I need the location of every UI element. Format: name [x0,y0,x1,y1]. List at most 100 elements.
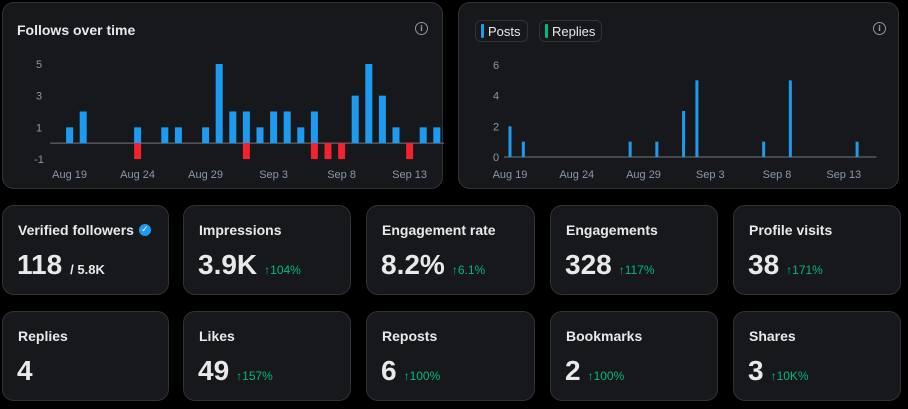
x-tick-label: Aug 19 [52,169,87,181]
stat-label: Profile visits [749,222,833,238]
stat-card-reposts[interactable]: Reposts 6 ↑100% [366,311,535,401]
replies-swatch [545,24,548,38]
follows-chart-card: Follows over time i 5 3 1 -1 Aug 19 Aug 24 Aug… [2,2,444,189]
legend-replies[interactable]: Replies [539,20,603,42]
bar [695,80,699,157]
stat-label: Reposts [382,328,438,344]
stat-card-profile-visits[interactable]: Profile visits 38 ↑171% [733,205,901,295]
stat-change: ↑10K% [771,369,809,383]
posts-chart: 6 4 2 0 Aug 19 Aug 24 Aug 29 Sep 3 Sep 8 Sep 13 [493,60,877,181]
bar [283,111,291,144]
x-tick-label: Sep 8 [763,169,792,181]
legend-label: Replies [552,23,596,39]
bar [351,95,359,144]
stat-row: 2 ↑100% [565,355,624,387]
bar [419,127,427,144]
bar [79,111,87,144]
stat-card-likes[interactable]: Likes 49 ↑157% [183,311,351,401]
bar [134,143,142,159]
stat-label: Likes [199,328,235,344]
stat-row: 4 [17,355,33,387]
bar [521,141,525,157]
stat-value: 2 [565,355,581,386]
bar [508,126,512,157]
stat-value: 328 [565,249,612,280]
up-arrow-icon: ↑ [618,263,625,277]
bar [215,64,223,144]
stat-value: 3 [748,355,764,386]
up-arrow-icon: ↑ [786,263,793,277]
stat-label: Engagement rate [382,222,496,238]
bar [161,127,169,144]
stat-value: 6 [381,355,397,386]
bar [270,111,278,144]
bar [202,127,210,144]
stat-label: Bookmarks [566,328,643,344]
stat-row: 6 ↑100% [381,355,440,387]
bar [855,141,859,157]
stat-label-wrap: Verified followers ✓ [18,222,151,238]
stat-card-verified-followers[interactable]: Verified followers ✓ 118 / 5.8K [2,205,169,295]
stat-card-bookmarks[interactable]: Bookmarks 2 ↑100% [550,311,718,401]
bar [338,143,346,159]
bar [310,111,318,144]
legend-label: Posts [488,23,521,39]
stat-label: Engagements [566,222,658,238]
x-tick-label: Aug 24 [120,169,155,181]
stat-change: ↑171% [786,263,823,277]
x-tick-label: Sep 8 [327,169,356,181]
bar [242,111,250,144]
bar [174,127,182,144]
x-tick-label: Sep 3 [696,169,725,181]
bar [655,141,659,157]
stat-value: 49 [198,355,230,386]
bar [324,143,332,159]
stat-card-impressions[interactable]: Impressions 3.9K ↑104% [183,205,351,295]
y-tick-label: 6 [493,60,499,72]
stat-value: 38 [748,249,780,280]
stat-value: 118 [17,249,63,280]
x-tick-label: Sep 3 [259,169,288,181]
stat-card-replies[interactable]: Replies 4 [2,311,169,401]
stat-change-value: 171% [792,263,823,277]
bar [682,111,686,157]
posts-swatch [481,24,484,38]
stat-change: ↑100% [588,369,625,383]
stat-card-shares[interactable]: Shares 3 ↑10K% [733,311,901,401]
bar [134,127,142,144]
info-icon[interactable]: i [415,22,428,35]
bar [628,141,632,157]
bar [378,95,386,144]
x-tick-label: Aug 29 [188,169,223,181]
bar [310,143,318,159]
verified-badge-icon: ✓ [138,224,151,236]
bar [256,127,264,144]
x-tick-label: Aug 29 [626,169,661,181]
stat-label: Verified followers [18,222,134,238]
bar [66,127,74,144]
stat-change: ↑104% [264,263,301,277]
stat-row: 38 ↑171% [748,249,823,281]
info-icon[interactable]: i [873,22,886,35]
stat-row: 3 ↑10K% [748,355,809,387]
bar [365,64,373,144]
stat-card-engagement-rate[interactable]: Engagement rate 8.2% ↑6.1% [366,205,535,295]
stat-card-engagements[interactable]: Engagements 328 ↑117% [550,205,718,295]
bar [762,141,766,157]
up-arrow-icon: ↑ [587,369,594,383]
stat-row: 328 ↑117% [565,249,655,281]
stat-change-value: 6.1% [457,263,486,277]
stat-value: 8.2% [381,249,445,280]
stat-change-value: 100% [593,369,625,383]
legend-posts[interactable]: Posts [475,20,528,42]
stat-change-value: 100% [409,369,441,383]
up-arrow-icon: ↑ [403,369,410,383]
stat-change-value: 10K% [776,369,809,383]
bar [406,143,414,159]
stat-row: 49 ↑157% [198,355,273,387]
bar [229,111,237,144]
up-arrow-icon: ↑ [264,263,271,277]
stat-change: ↑117% [619,263,655,277]
x-tick-label: Sep 13 [392,169,427,181]
y-tick-label: 0 [493,152,499,164]
